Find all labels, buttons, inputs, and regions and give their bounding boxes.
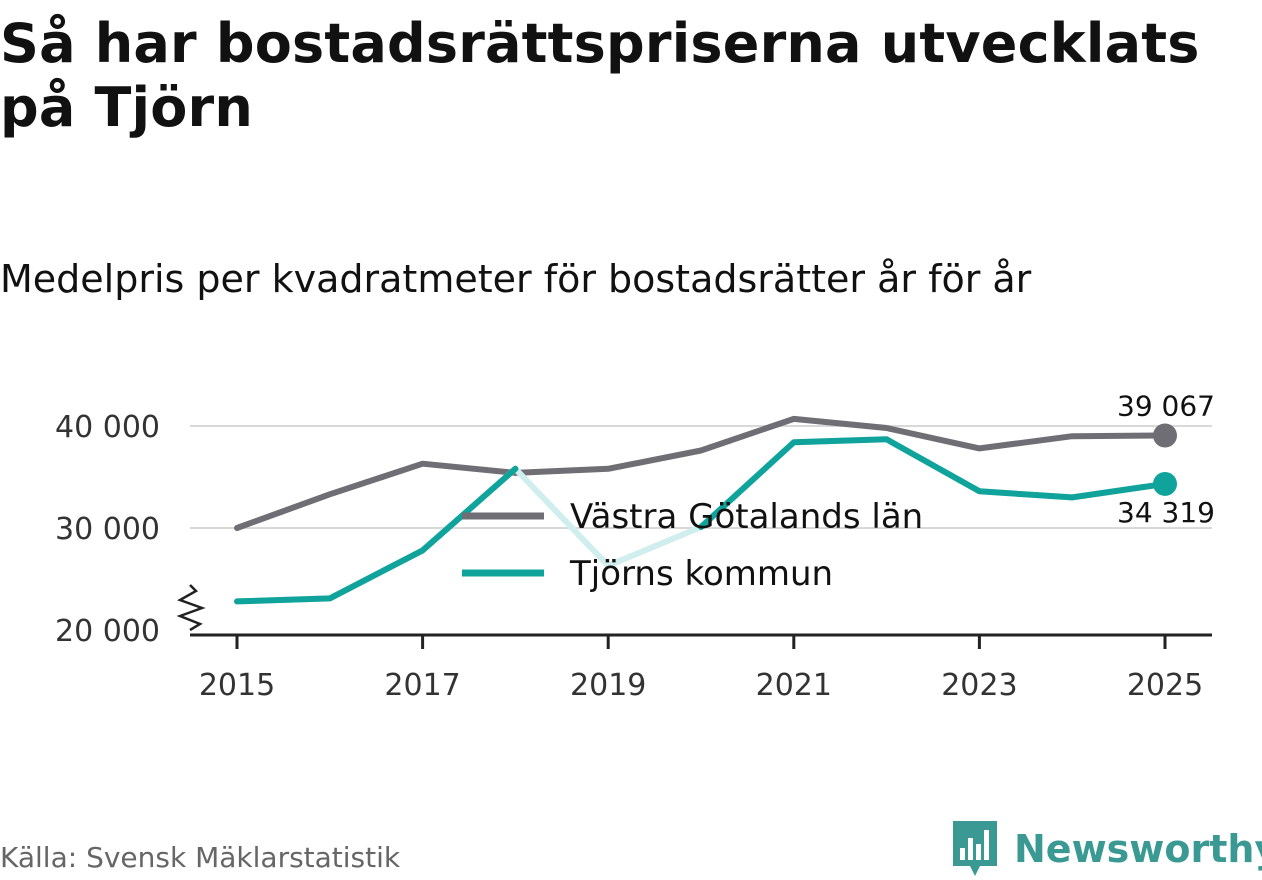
x-axis (176, 584, 1212, 637)
newsworthy-logo[interactable]: Newsworthy (950, 818, 1262, 880)
series-line-tjorn (698, 436, 1168, 530)
y-tick-label: 40 000 (55, 410, 160, 445)
chart-subtitle: Medelpris per kvadratmeter för bostadsrä… (0, 257, 1032, 301)
newsworthy-logo-icon (953, 821, 997, 876)
x-tick-label: 2017 (384, 668, 460, 703)
y-tick-label: 30 000 (55, 512, 160, 547)
axis-break-icon (176, 584, 206, 632)
x-axis-ticks: 2015 2017 2019 2021 2023 2025 (199, 635, 1203, 703)
brand-name: Newsworthy (1014, 827, 1262, 871)
x-tick-label: 2021 (756, 668, 832, 703)
legend-label: Västra Götalands län (570, 497, 923, 537)
series-line-vastra-gotaland (234, 415, 1168, 531)
end-labels: 39 067 34 319 (1117, 390, 1215, 529)
source-note: Källa: Svensk Mäklarstatistik (0, 841, 401, 874)
end-value-label: 39 067 (1117, 390, 1215, 423)
x-tick-label: 2023 (941, 668, 1017, 703)
end-point-vastra-gotaland (1153, 423, 1177, 448)
series-line-tjorn (234, 465, 519, 605)
end-value-label: 34 319 (1117, 496, 1215, 529)
legend: Västra Götalands län Tjörns kommun (462, 497, 923, 594)
series (234, 415, 1177, 605)
x-tick-label: 2015 (199, 668, 275, 703)
chart-title: Så har bostadsrättspriserna utvecklats p… (0, 12, 1200, 139)
y-axis: 20 000 30 000 40 000 (55, 410, 160, 649)
end-point-tjorn (1153, 471, 1177, 496)
x-tick-label: 2019 (570, 668, 646, 703)
y-tick-label: 20 000 (55, 614, 160, 649)
legend-label: Tjörns kommun (569, 554, 833, 594)
x-tick-label: 2025 (1127, 668, 1203, 703)
